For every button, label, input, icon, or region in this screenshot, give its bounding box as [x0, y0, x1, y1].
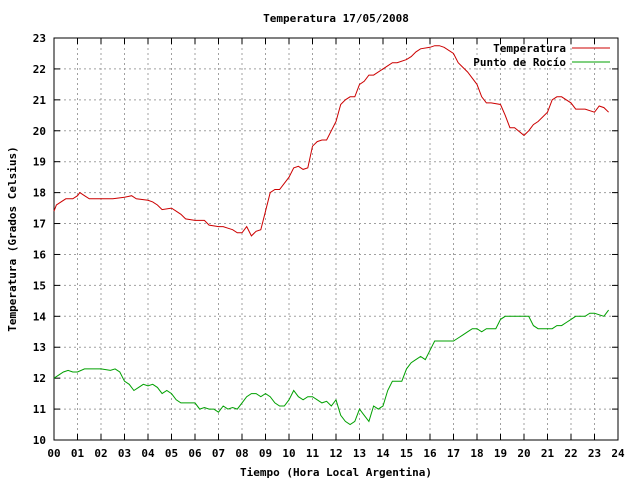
x-tick-label: 00 [47, 447, 60, 460]
y-tick-label: 23 [33, 32, 46, 45]
grid [54, 38, 618, 440]
y-axis-label: Temperatura (Grados Celsius) [6, 146, 19, 331]
x-tick-label: 18 [470, 447, 483, 460]
x-tick-label: 23 [588, 447, 601, 460]
y-tick-label: 13 [33, 341, 46, 354]
x-tick-label: 11 [306, 447, 320, 460]
x-tick-label: 12 [329, 447, 342, 460]
x-tick-label: 07 [212, 447, 225, 460]
x-tick-label: 06 [188, 447, 202, 460]
x-tick-label: 21 [541, 447, 555, 460]
y-tick-label: 19 [33, 156, 46, 169]
y-tick-labels: 10 11 12 13 14 15 16 17 18 19 20 21 22 23 [33, 32, 47, 447]
x-tick-label: 05 [165, 447, 178, 460]
x-tick-label: 19 [494, 447, 507, 460]
y-tick-label: 17 [33, 218, 46, 231]
y-tick-label: 18 [33, 187, 46, 200]
legend-label-punto-de-rocio: Punto de Rocío [473, 56, 566, 69]
x-axis-label: Tiempo (Hora Local Argentina) [240, 466, 432, 479]
x-tick-label: 03 [118, 447, 131, 460]
x-tick-label: 20 [517, 447, 530, 460]
x-tick-labels: 00 01 02 03 04 05 06 07 08 09 10 11 12 13 14 15 16 17 18 19… [47, 447, 625, 460]
y-tick-label: 10 [33, 434, 46, 447]
x-tick-label: 15 [400, 447, 413, 460]
x-tick-label: 22 [564, 447, 577, 460]
series-line-punto-de-rocio [53, 309, 609, 426]
x-tick-label: 08 [235, 447, 248, 460]
x-tick-label: 24 [611, 447, 625, 460]
x-tick-label: 09 [259, 447, 272, 460]
y-tick-label: 22 [33, 63, 46, 76]
y-tick-label: 15 [33, 279, 46, 292]
x-tick-label: 04 [141, 447, 155, 460]
x-tick-label: 13 [353, 447, 366, 460]
y-tick-label: 12 [33, 372, 46, 385]
y-tick-label: 20 [33, 125, 46, 138]
legend: Temperatura Punto de Rocío [473, 42, 610, 69]
series-lines [53, 45, 609, 426]
x-tick-label: 17 [447, 447, 460, 460]
y-tick-label: 11 [33, 403, 47, 416]
y-tick-label: 16 [33, 248, 47, 261]
x-tick-label: 16 [423, 447, 437, 460]
x-tick-label: 02 [94, 447, 107, 460]
chart-title: Temperatura 17/05/2008 [263, 12, 409, 25]
series-line-temperatura [53, 45, 609, 237]
x-tick-label: 14 [376, 447, 390, 460]
y-tick-label: 14 [33, 310, 47, 323]
y-tick-label: 21 [33, 94, 47, 107]
axis-ticks [53, 37, 619, 441]
legend-label-temperatura: Temperatura [493, 42, 566, 55]
x-tick-label: 10 [282, 447, 295, 460]
x-tick-label: 01 [71, 447, 85, 460]
